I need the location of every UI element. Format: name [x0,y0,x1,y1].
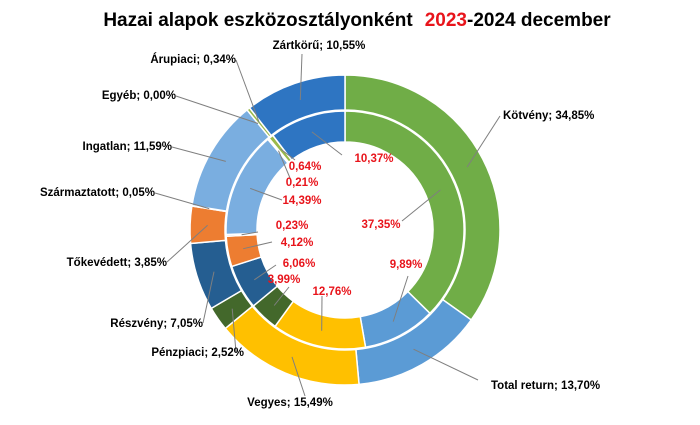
chart-title: Hazai alapok eszközosztályonként 2023-202… [103,10,611,31]
inner-leader-kotveny [401,189,441,222]
inner-leader-penzpiaci [273,286,290,306]
outer-label-ingatlan: Ingatlan; 11,59% [83,141,172,153]
outer-leader-vegyes [291,356,306,397]
outer-leader-szarmaztatott [154,192,210,210]
outer-segment-zartkoru [248,74,346,137]
outer-leader-arupiaci [235,59,260,123]
outer-label-arupiaci: Árupiaci; 0,34% [150,53,236,66]
inner-label-szarmaztatott: 0,23% [276,220,309,232]
inner-label-arupiaci: 0,64% [289,161,322,173]
inner-leader-szarmaztatott [241,231,259,236]
outer-leader-zartkoru [299,53,303,101]
inner-label-zartkoru: 10,37% [354,153,393,165]
outer-label-penzpiaci: Pénzpiaci; 2,52% [151,347,244,359]
inner-leader-total-return [392,275,409,322]
outer-label-zartkoru: Zártkörű; 10,55% [273,40,366,52]
inner-leader-arupiaci [280,148,296,161]
inner-label-vegyes: 12,76% [312,286,351,298]
inner-label-tokevedett: 4,12% [281,237,314,249]
outer-label-reszveny: Részvény; 7,05% [110,318,203,330]
outer-label-szarmaztatott: Származtatott; 0,05% [40,187,155,199]
inner-label-total-return: 9,89% [390,259,423,271]
inner-segment-zartkoru [271,110,346,162]
inner-leader-ingatlan [250,187,283,201]
chart-title-suffix: -2024 december [467,10,611,31]
outer-label-kotveny: Kötvény; 34,85% [503,110,594,122]
inner-leader-egyeb [278,150,291,179]
inner-label-penzpiaci: 3,99% [268,274,301,286]
inner-label-egyeb: 0,21% [286,177,319,189]
outer-leader-reszveny [202,271,215,324]
outer-label-vegyes: Vegyes; 15,49% [247,397,333,409]
outer-segment-tokevedett [189,205,228,245]
outer-leader-egyeb [175,95,259,124]
inner-label-reszveny: 6,06% [283,258,316,270]
chart-title-prefix: Hazai alapok eszközosztályonként [103,10,413,31]
data-labels: Kötvény; 34,85% Total return; 13,70% Vegye… [40,40,600,409]
outer-leader-penzpiaci [231,308,237,353]
outer-leader-total-return [413,348,479,381]
outer-leader-tokevedett [166,224,208,263]
inner-leader-tokevedett [243,241,273,250]
inner-label-kotveny: 37,35% [361,219,400,231]
leader-lines [154,53,501,397]
inner-ring [225,110,465,350]
outer-leader-kotveny [466,115,501,168]
chart-title-highlight: 2023 [425,10,467,31]
outer-label-tokevedett: Tőkevédett; 3,85% [67,257,167,269]
outer-label-total-return: Total return; 13,70% [491,380,600,392]
outer-label-egyeb: Egyéb; 0,00% [102,90,176,102]
inner-label-ingatlan: 14,39% [282,195,321,207]
inner-leader-zartkoru [311,131,343,156]
outer-leader-ingatlan [171,146,226,162]
inner-leader-reszveny [254,264,277,281]
